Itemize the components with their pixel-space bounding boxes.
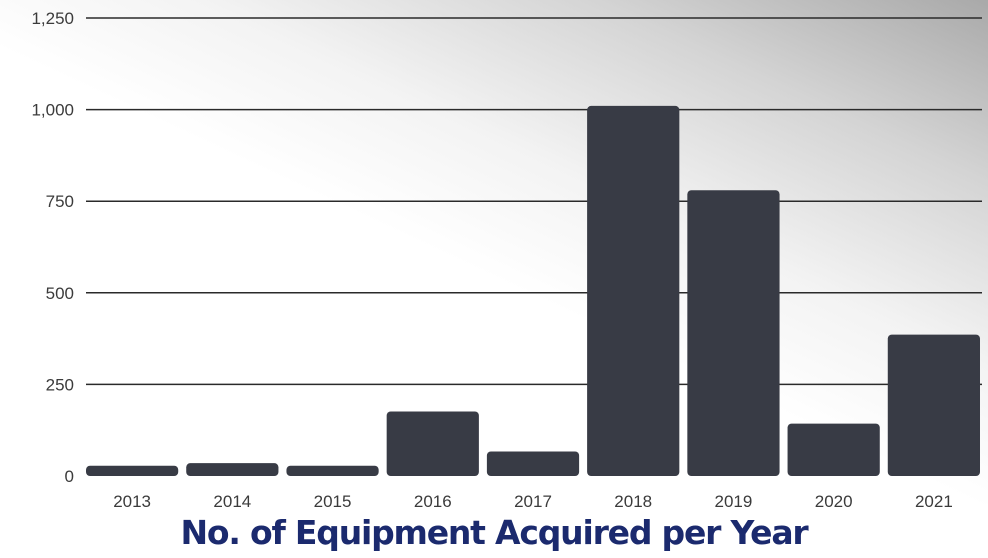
x-tick-label-2021: 2021 xyxy=(915,492,953,511)
x-tick-label-2016: 2016 xyxy=(414,492,452,511)
bar-2021 xyxy=(887,334,980,476)
y-tick-label: 1,250 xyxy=(31,9,74,28)
bar-2018 xyxy=(587,105,680,476)
bar-2015 xyxy=(286,465,379,476)
y-tick-label: 0 xyxy=(65,467,74,486)
x-tick-label-2015: 2015 xyxy=(314,492,352,511)
x-tick-label-2018: 2018 xyxy=(614,492,652,511)
y-tick-label: 1,000 xyxy=(31,101,74,120)
x-tick-label-2020: 2020 xyxy=(815,492,853,511)
x-axis-tick-labels: 2013 2014 2015 2016 2017 2018 2019 2020 2021 xyxy=(113,492,953,511)
y-tick-label: 500 xyxy=(46,284,74,303)
x-tick-label-2014: 2014 xyxy=(213,492,251,511)
chart-title: No. of Equipment Acquired per Year xyxy=(180,513,809,552)
x-tick-label-2013: 2013 xyxy=(113,492,151,511)
x-tick-label-2019: 2019 xyxy=(715,492,753,511)
y-axis-tick-labels: 0 250 500 750 1,000 1,250 xyxy=(31,9,74,486)
bar-2020 xyxy=(787,423,880,476)
gridlines xyxy=(86,17,982,386)
x-tick-label-2017: 2017 xyxy=(514,492,552,511)
bar-2013 xyxy=(86,465,179,476)
bar-2016 xyxy=(386,411,479,476)
bars xyxy=(86,105,980,476)
bar-2014 xyxy=(186,463,279,476)
y-tick-label: 250 xyxy=(46,375,74,394)
bar-2019 xyxy=(687,190,780,476)
y-tick-label: 750 xyxy=(46,192,74,211)
bar-2017 xyxy=(486,451,580,476)
